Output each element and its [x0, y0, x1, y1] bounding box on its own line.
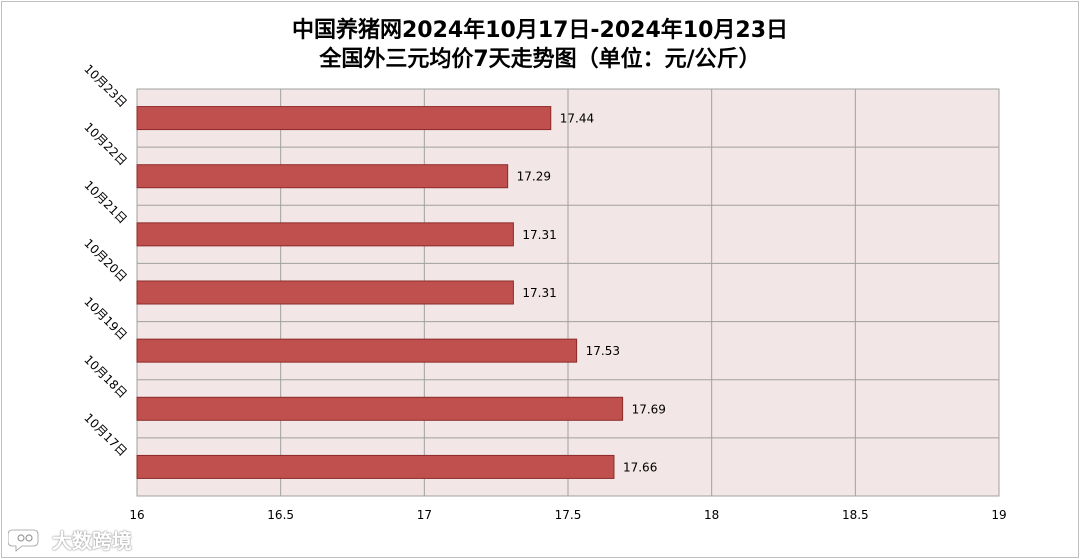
bar: [136, 338, 578, 363]
x-tick-label: 16: [129, 508, 144, 522]
speech-bubble-logo-icon: [8, 528, 40, 552]
x-tick-label: 19: [991, 508, 1006, 522]
bar: [136, 222, 514, 247]
x-tick-label: 18.5: [842, 508, 869, 522]
x-tick-label: 17.5: [555, 508, 582, 522]
data-label: 17.44: [560, 112, 594, 126]
y-tick-label: 10月23日: [81, 62, 129, 110]
x-tick-label: 16.5: [267, 508, 294, 522]
bar: [136, 396, 624, 421]
y-tick-label: 10月18日: [81, 352, 129, 400]
data-label: 17.31: [522, 286, 556, 300]
data-label: 17.53: [586, 344, 620, 358]
chart-title-line-1: 中国养猪网2024年10月17日-2024年10月23日: [291, 18, 789, 43]
watermark: 大数跨境: [8, 524, 132, 554]
data-label: 17.29: [517, 170, 551, 184]
bar: [136, 106, 552, 131]
y-tick-label: 10月17日: [81, 411, 129, 459]
bar: [136, 454, 615, 479]
data-label: 17.69: [632, 402, 666, 416]
chart-title-line-2: 全国外三元均价7天走势图（单位：元/公斤）: [319, 47, 761, 72]
watermark-text: 大数跨境: [52, 528, 132, 553]
x-tick-label: 17: [417, 508, 432, 522]
bar: [136, 164, 509, 189]
x-tick-label: 18: [704, 508, 719, 522]
bar: [136, 280, 514, 305]
y-tick-label: 10月20日: [81, 236, 129, 284]
y-tick-label: 10月21日: [81, 178, 129, 226]
y-tick-label: 10月22日: [81, 120, 129, 168]
data-label: 17.31: [522, 228, 556, 242]
y-tick-label: 10月19日: [81, 294, 129, 342]
data-label: 17.66: [623, 460, 657, 474]
